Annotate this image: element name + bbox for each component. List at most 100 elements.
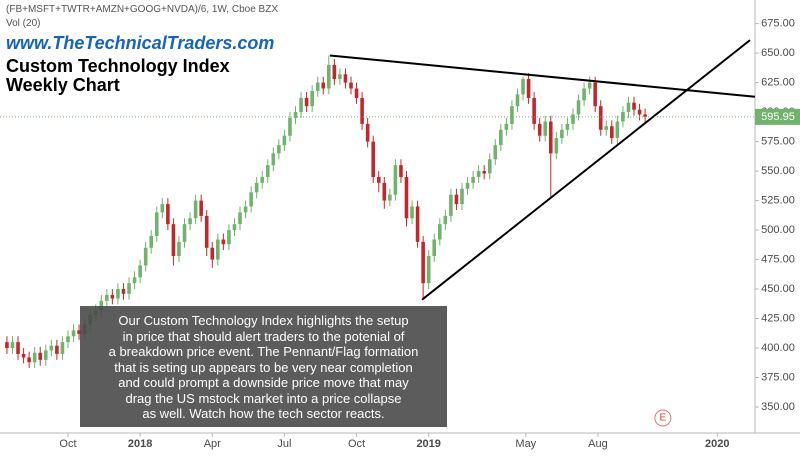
candle-body [393,165,398,195]
candle-body [432,239,437,257]
candle-body [271,153,276,166]
candle-body [571,114,575,124]
candle-body [560,129,564,139]
candle-body [160,204,165,213]
candle-body [515,94,520,107]
candle-body [166,204,170,225]
candle-body [426,256,431,284]
y-tick-label: 475.00 [761,253,795,265]
candle-body [199,200,203,216]
candle-body [227,230,231,245]
candle-body [460,188,464,205]
volume-label: Vol (20) [6,18,41,29]
candle-body [38,352,43,360]
candle-body [138,265,142,278]
candle-body [554,138,559,154]
candle-body [615,121,620,139]
candle-body [60,342,65,354]
candle-body [105,294,109,301]
y-tick-label: 350.00 [761,401,795,413]
candle-body [632,102,636,110]
candle-body [193,200,198,219]
candle-body [637,109,642,115]
candle-body [421,241,425,284]
annotation-line: and could prompt a downside price move t… [118,375,409,390]
candle-body [593,82,597,107]
y-tick-label: 650.00 [761,47,795,59]
candle-body [327,64,331,89]
y-tick-label: 450.00 [761,283,795,295]
candle-body [471,176,475,183]
candle-body [260,176,265,183]
candle-body [621,112,625,122]
candle-body [465,182,470,189]
candle-body [16,342,20,354]
candle-body [310,90,314,107]
candle-body [587,82,592,89]
last-price-label: 595.95 [761,111,795,123]
candle-body [371,141,375,177]
candle-body [610,126,614,139]
candle-body [565,123,570,130]
y-tick-label: 575.00 [761,135,795,147]
candle-body [415,206,420,242]
candle-body [354,88,359,98]
candle-body [177,241,181,257]
candle-body [365,123,370,142]
x-tick-label: Aug [588,438,608,450]
x-tick-label: 2018 [128,438,152,450]
annotation-line: drag the US mstock market into a price c… [125,390,402,406]
chart-title: Custom Technology Index [6,56,230,76]
candle-body [510,106,514,124]
candle-body [499,129,503,146]
candle-body [643,114,647,117]
candle-body [5,342,9,349]
candle-body [149,235,154,248]
last-price-tag [755,108,800,125]
candle-body [204,215,209,248]
candle-body [332,64,337,80]
candle-body [576,100,581,115]
source-label: (FB+MSFT+TWTR+AMZN+GOOG+NVDA)/6, 1W, Cbo… [6,4,278,15]
candle-body [49,345,54,351]
x-tick-label: Jul [277,438,291,450]
candle-body [10,342,15,349]
annotation-line: a breakdown price event. The Pennant/Fla… [108,344,419,359]
x-tick-label: Apr [204,438,221,450]
candle-body [493,145,498,160]
annotation-line: that is seting up appears to be very nea… [114,359,413,375]
candle-body [66,336,70,343]
trendline [421,39,751,301]
candle-body [382,182,387,201]
candle-body [349,82,353,89]
x-tick-label: Oct [59,438,76,450]
candle-body [221,239,226,245]
candle-body [154,212,159,236]
x-tick-label: May [515,438,536,450]
candle-body [210,247,215,260]
y-tick-label: 375.00 [761,371,795,383]
candle-body [299,97,303,113]
candle-body [482,171,486,174]
candle-body [132,277,137,284]
candle-body [526,79,531,98]
candle-body [604,126,609,130]
event-marker-label: E [660,413,667,424]
candle-body [238,212,242,225]
y-tick-label: 425.00 [761,312,795,324]
candle-body [249,192,253,207]
x-tick-label: 2019 [416,438,440,450]
candle-body [388,194,392,201]
y-tick-label: 550.00 [761,165,795,177]
candle-body [582,88,586,101]
candle-body [437,224,442,240]
candle-body [454,194,459,205]
candle-body [277,145,281,154]
candle-body [399,165,403,177]
candle-body [598,106,603,130]
candle-body [537,123,542,136]
candle-body [360,97,364,124]
candle-body [43,350,48,360]
x-tick-label: Oct [348,438,365,450]
candle-body [449,194,453,216]
